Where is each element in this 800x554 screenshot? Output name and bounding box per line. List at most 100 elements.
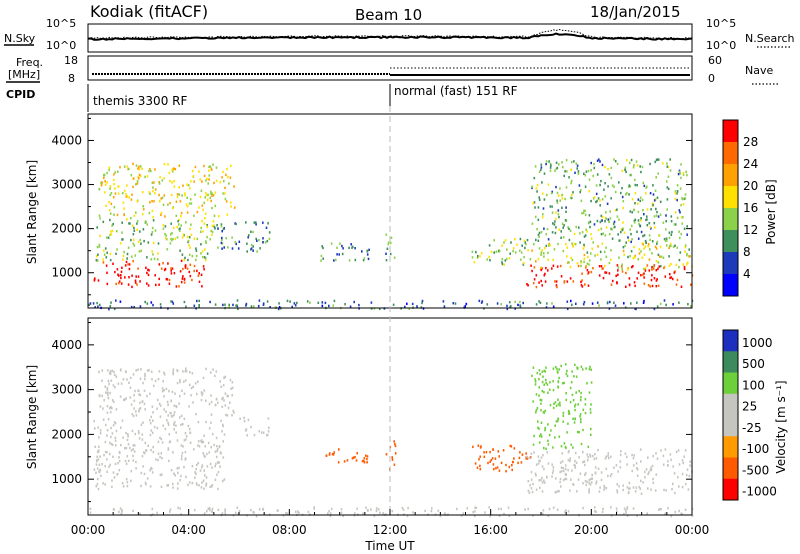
data-cell <box>155 283 157 287</box>
data-cell <box>669 245 671 248</box>
data-cell <box>582 460 584 464</box>
data-cell <box>465 302 468 306</box>
data-cell <box>632 507 635 510</box>
data-cell <box>535 187 538 190</box>
power-colorbar-tick: 12 <box>743 223 758 237</box>
data-cell <box>513 457 515 460</box>
data-cell <box>586 262 589 265</box>
data-cell <box>568 450 570 453</box>
data-cell <box>210 190 212 193</box>
data-cell <box>217 246 219 249</box>
data-cell <box>565 242 567 246</box>
data-cell <box>580 280 582 284</box>
data-cell <box>156 511 158 515</box>
data-cell <box>655 158 658 162</box>
data-cell <box>277 509 279 512</box>
data-cell <box>539 301 542 304</box>
data-cell <box>589 220 592 223</box>
data-cell <box>631 453 633 457</box>
data-cell <box>199 195 202 199</box>
data-cell <box>585 483 588 487</box>
data-cell <box>115 282 117 286</box>
time-tick-label: 20:00 <box>574 523 609 537</box>
data-cell <box>652 265 655 268</box>
freq-frame <box>87 55 693 81</box>
data-cell <box>565 372 568 375</box>
data-cell <box>385 252 387 255</box>
data-cell <box>599 204 601 207</box>
data-cell <box>588 263 590 266</box>
data-cell <box>147 273 150 277</box>
data-cell <box>296 301 298 305</box>
data-cell <box>266 433 268 437</box>
data-cell <box>111 224 113 227</box>
data-cell <box>105 264 108 267</box>
data-cell <box>167 163 169 166</box>
data-cell <box>539 398 542 401</box>
data-cell <box>262 302 265 305</box>
data-cell <box>229 176 232 179</box>
data-cell <box>628 239 630 242</box>
data-cell <box>98 243 101 247</box>
data-cell <box>181 236 184 239</box>
data-cell <box>536 228 538 231</box>
data-cell <box>616 489 618 492</box>
data-cell <box>558 228 560 231</box>
data-cell <box>239 417 241 420</box>
data-cell <box>685 473 688 477</box>
data-cell <box>537 462 540 465</box>
data-cell <box>691 514 694 518</box>
data-cell <box>206 465 209 468</box>
data-cell <box>614 225 616 229</box>
range-tick-label: 3000 <box>51 178 82 192</box>
data-cell <box>180 474 182 478</box>
data-cell <box>583 460 586 463</box>
data-cell <box>185 438 187 441</box>
data-cell <box>113 183 115 186</box>
data-cell <box>542 454 544 457</box>
data-cell <box>104 247 107 250</box>
data-cell <box>605 467 608 470</box>
data-cell <box>168 389 170 393</box>
data-cell <box>564 464 567 467</box>
data-cell <box>212 368 214 371</box>
data-cell <box>100 474 102 478</box>
data-cell <box>93 468 96 471</box>
data-cell <box>329 452 331 455</box>
data-cell <box>621 270 624 273</box>
data-cell <box>189 246 191 249</box>
data-cell <box>193 508 196 512</box>
data-cell <box>175 285 178 288</box>
data-cell <box>118 456 120 459</box>
data-cell <box>651 202 654 205</box>
data-cell <box>676 198 678 202</box>
data-cell <box>229 401 231 404</box>
data-cell <box>583 235 586 238</box>
data-cell <box>592 267 594 270</box>
data-cell <box>604 195 607 198</box>
data-cell <box>602 507 604 511</box>
data-cell <box>644 470 646 474</box>
data-cell <box>178 218 180 221</box>
data-cell <box>559 187 561 190</box>
data-cell <box>574 408 576 412</box>
data-cell <box>667 165 670 169</box>
data-cell <box>581 212 583 215</box>
data-cell <box>228 303 230 307</box>
data-cell <box>111 443 114 446</box>
data-cell <box>124 459 127 463</box>
data-cell <box>610 283 613 286</box>
time-tick-label: 08:00 <box>272 523 307 537</box>
data-cell <box>106 282 109 286</box>
data-cell <box>391 456 393 459</box>
data-cell <box>139 174 142 178</box>
data-cell <box>366 455 369 458</box>
data-cell <box>156 426 159 430</box>
data-cell <box>531 222 534 225</box>
data-cell <box>178 285 180 288</box>
data-cell <box>589 411 592 414</box>
data-cell <box>294 510 297 513</box>
data-cell <box>161 196 164 200</box>
data-cell <box>550 191 553 195</box>
data-cell <box>541 490 544 493</box>
